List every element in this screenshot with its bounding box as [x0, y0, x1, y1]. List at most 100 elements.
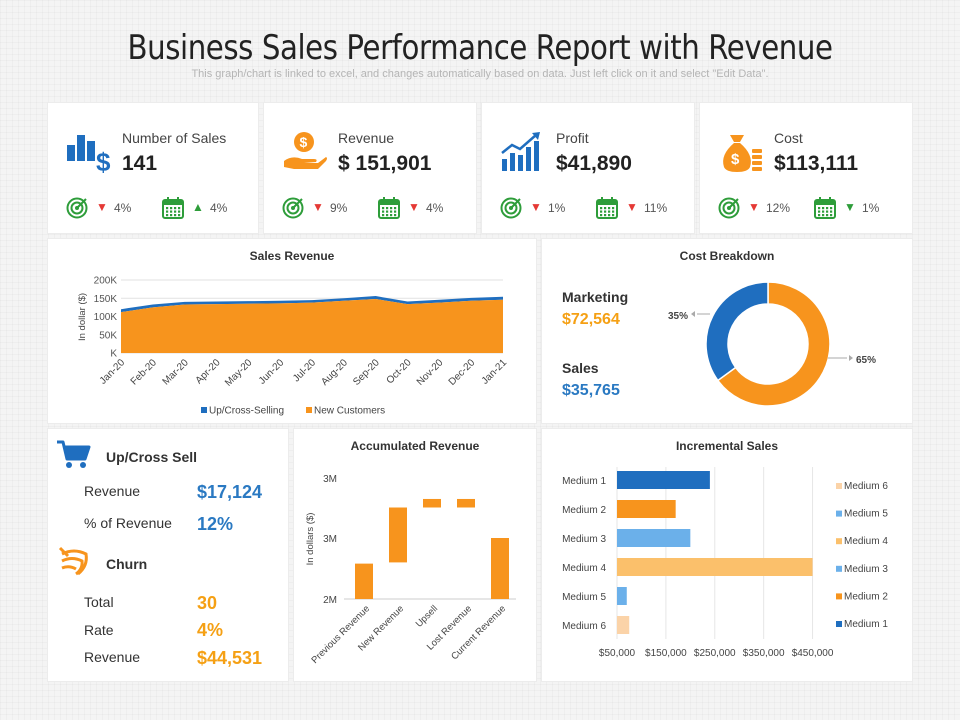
incremental-sales-panel: Incremental Sales $50,000 $150,000 $250,00…: [542, 429, 912, 681]
waterfall-bar: [355, 563, 373, 599]
churn-total-value: 30: [197, 593, 218, 613]
series-area-new-customers: [121, 298, 503, 353]
target-trend-pct: 12%: [766, 201, 791, 215]
waterfall-bar: [389, 507, 407, 563]
upcross-revenue-value: $17,124: [197, 482, 263, 502]
x-tick-label: $50,000: [599, 648, 636, 659]
legend-swatch: [306, 407, 312, 413]
waterfall-bar: [457, 498, 475, 508]
donut-pct-label: 65%: [856, 355, 876, 366]
legend-label: Medium 6: [844, 481, 888, 492]
churn-total-label: Total: [84, 594, 114, 610]
page-subtitle: This graph/chart is linked to excel, and…: [191, 68, 769, 80]
kpi-trend-row: ▼ 12% ▼ 1%: [718, 197, 908, 219]
calendar-icon: [596, 197, 618, 219]
incremental-sales-chart: $50,000 $150,000 $250,000 $350,000 $450,000 M…: [562, 467, 888, 659]
svg-text:$: $: [96, 147, 111, 173]
period-trend-arrow: ▲: [192, 200, 204, 214]
kpi-value: $113,111: [774, 152, 859, 175]
x-tick-label: Jan-21: [480, 357, 510, 387]
hbar: [617, 471, 710, 489]
x-tick-label: Jul-20: [291, 357, 318, 384]
churn-rate-value: 4%: [197, 620, 224, 640]
y-tick-label: Medium 4: [562, 563, 606, 574]
sales-revenue-panel: Sales Revenue K 50K 100K 150K 200K Jan-20 Feb-…: [48, 239, 536, 423]
target-trend-arrow: ▼: [530, 200, 542, 214]
calendar-icon: [814, 197, 836, 219]
x-tick-label: Feb-20: [129, 357, 159, 387]
kpi-trend-row: ▼ 9% ▼ 4%: [282, 197, 472, 219]
period-trend-pct: 11%: [644, 201, 668, 215]
calendar-icon: [378, 197, 400, 219]
x-tick-label: Jun-20: [257, 357, 287, 387]
page-title: Business Sales Performance Report with R…: [127, 28, 833, 68]
legend-label: Medium 2: [844, 591, 888, 602]
cost-breakdown-title: Cost Breakdown: [679, 249, 775, 263]
kpi-title: Revenue: [338, 130, 395, 146]
churn-revenue-label: Revenue: [84, 649, 141, 665]
sales-revenue-title: Sales Revenue: [249, 249, 335, 263]
churn-title: Churn: [106, 556, 148, 572]
hbar: [617, 558, 813, 576]
x-tick-label: Dec-20: [447, 357, 478, 388]
y-tick-label: Medium 1: [562, 476, 606, 487]
y-tick-label: 150K: [94, 294, 118, 305]
hand-coin-icon: $: [284, 132, 327, 169]
y-tick-label: 50K: [99, 330, 117, 341]
target-icon: [282, 197, 304, 219]
y-tick-label: 200K: [94, 276, 118, 287]
y-tick-label: Medium 5: [562, 592, 606, 603]
period-trend-arrow: ▼: [408, 200, 420, 214]
growth-chart-icon: [501, 132, 540, 171]
cost-breakdown-panel: Cost Breakdown Marketing $72,564 Sales $…: [542, 239, 912, 423]
donut-pct-label: 35%: [668, 311, 688, 322]
y-tick-label: 100K: [94, 312, 118, 323]
upcross-title: Up/Cross Sell: [106, 449, 198, 465]
x-tick-label: $450,000: [792, 648, 834, 659]
svg-text:$: $: [300, 134, 308, 150]
x-tick-label: Nov-20: [415, 357, 446, 388]
cost-donut-chart: 35% 65%: [668, 281, 876, 407]
legend-label: Medium 3: [844, 564, 888, 575]
legend-swatch: [836, 593, 842, 600]
legend-label: Up/Cross-Selling: [209, 406, 284, 417]
x-tick-label: Aug-20: [319, 357, 350, 388]
accumulated-revenue-panel: Accumulated Revenue 2M 3M 3M In dollars ($)…: [294, 429, 536, 681]
target-trend-pct: 9%: [330, 201, 348, 215]
callout-arrow: [691, 311, 695, 317]
x-tick-label: $350,000: [743, 648, 785, 659]
x-tick-label: Upsell: [414, 603, 440, 629]
sales-value: $35,765: [562, 382, 620, 399]
legend-swatch: [836, 621, 842, 627]
legend-swatch: [836, 483, 842, 489]
waterfall-bar: [491, 538, 509, 599]
y-axis-label: In dollar ($): [77, 293, 88, 341]
kpi-value: $ 151,901: [338, 152, 432, 175]
y-axis-label: In dollars ($): [305, 513, 316, 566]
target-icon: [500, 197, 522, 219]
churn-revenue-value: $44,531: [197, 648, 263, 668]
sales-label: Sales: [562, 360, 599, 376]
x-tick-label: Oct-20: [385, 357, 414, 386]
upcross-churn-panel: Up/Cross Sell Revenue $17,124 % of Reven…: [48, 429, 288, 681]
y-tick-label: 3M: [323, 534, 337, 545]
legend-label: Medium 5: [844, 509, 888, 520]
waterfall-bar: [423, 498, 441, 508]
hbar: [617, 616, 630, 634]
x-tick-label: $250,000: [694, 648, 736, 659]
kpi-title: Profit: [556, 130, 589, 146]
upcross-pct-label: % of Revenue: [84, 515, 172, 531]
y-tick-label: Medium 2: [562, 505, 606, 516]
y-tick-label: Medium 6: [562, 621, 606, 632]
kpi-value: 141: [122, 152, 158, 175]
legend-label: New Customers: [314, 406, 385, 417]
x-tick-label: $150,000: [645, 648, 687, 659]
target-trend-pct: 4%: [114, 201, 132, 215]
target-trend-arrow: ▼: [748, 200, 760, 214]
x-tick-label: Apr-20: [194, 357, 223, 386]
kpi-card-number-of-sales: $ Number of Sales 141 ▼ 4% ▲ 4%: [48, 103, 258, 233]
x-tick-label: Previous Revenue: [309, 603, 372, 666]
target-trend-pct: 1%: [548, 201, 566, 215]
period-trend-arrow: ▼: [626, 200, 638, 214]
legend-label: Medium 1: [844, 619, 888, 630]
